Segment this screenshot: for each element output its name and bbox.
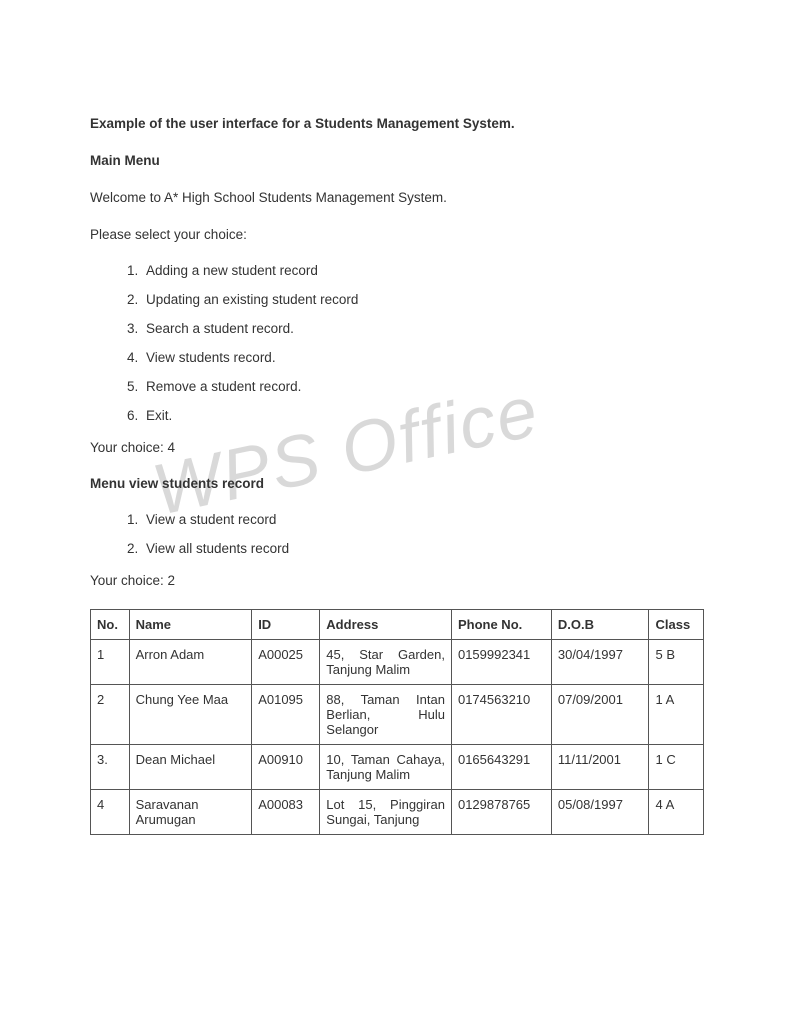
cell-class: 1 C [649,745,704,790]
col-dob: D.O.B [551,610,649,640]
col-address: Address [320,610,452,640]
cell-id: A00083 [252,790,320,835]
col-name: Name [129,610,252,640]
page-title: Example of the user interface for a Stud… [90,115,704,134]
menu-item: Remove a student record. [142,379,704,394]
cell-class: 5 B [649,640,704,685]
col-class: Class [649,610,704,640]
table-row: 1 Arron Adam A00025 45, Star Garden, Tan… [91,640,704,685]
cell-phone: 0165643291 [451,745,551,790]
welcome-text: Welcome to A* High School Students Manag… [90,189,704,208]
choice-1: Your choice: 4 [90,439,704,458]
cell-name: Chung Yee Maa [129,685,252,745]
table-body: 1 Arron Adam A00025 45, Star Garden, Tan… [91,640,704,835]
menu-item: Updating an existing student record [142,292,704,307]
col-no: No. [91,610,130,640]
cell-no: 3. [91,745,130,790]
cell-dob: 05/08/1997 [551,790,649,835]
menu-item: Adding a new student record [142,263,704,278]
menu-item: Exit. [142,408,704,423]
cell-name: Dean Michael [129,745,252,790]
view-menu-heading: Menu view students record [90,475,704,494]
cell-phone: 0174563210 [451,685,551,745]
cell-phone: 0129878765 [451,790,551,835]
main-menu-list: Adding a new student record Updating an … [90,263,704,423]
cell-id: A00910 [252,745,320,790]
cell-no: 2 [91,685,130,745]
choice-2: Your choice: 2 [90,572,704,591]
cell-id: A01095 [252,685,320,745]
main-menu-heading: Main Menu [90,152,704,171]
view-menu-item: View a student record [142,512,704,527]
view-menu-item: View all students record [142,541,704,556]
cell-address: 88, Taman Intan Berlian, Hulu Selangor [320,685,452,745]
cell-dob: 07/09/2001 [551,685,649,745]
cell-no: 1 [91,640,130,685]
col-id: ID [252,610,320,640]
cell-address: 45, Star Garden, Tanjung Malim [320,640,452,685]
table-header-row: No. Name ID Address Phone No. D.O.B Clas… [91,610,704,640]
cell-address: 10, Taman Cahaya, Tanjung Malim [320,745,452,790]
menu-item: Search a student record. [142,321,704,336]
table-row: 2 Chung Yee Maa A01095 88, Taman Intan B… [91,685,704,745]
prompt-text: Please select your choice: [90,226,704,245]
students-table: No. Name ID Address Phone No. D.O.B Clas… [90,609,704,835]
cell-id: A00025 [252,640,320,685]
cell-address: Lot 15, Pinggiran Sungai, Tanjung [320,790,452,835]
view-menu-list: View a student record View all students … [90,512,704,556]
cell-phone: 0159992341 [451,640,551,685]
cell-name: Arron Adam [129,640,252,685]
cell-dob: 30/04/1997 [551,640,649,685]
cell-class: 1 A [649,685,704,745]
cell-no: 4 [91,790,130,835]
table-row: 3. Dean Michael A00910 10, Taman Cahaya,… [91,745,704,790]
cell-class: 4 A [649,790,704,835]
table-row: 4 Saravanan Arumugan A00083 Lot 15, Ping… [91,790,704,835]
cell-dob: 11/11/2001 [551,745,649,790]
cell-name: Saravanan Arumugan [129,790,252,835]
col-phone: Phone No. [451,610,551,640]
menu-item: View students record. [142,350,704,365]
